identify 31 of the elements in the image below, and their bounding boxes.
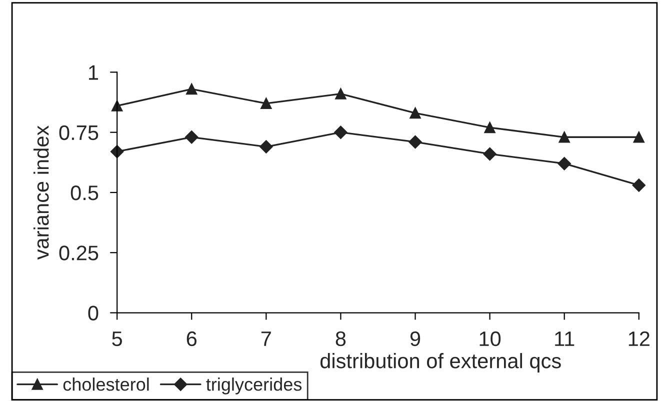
point (633, 132, 644, 143)
x-tick-label: 12 (628, 331, 650, 346)
legend-label: cholesterol (63, 378, 149, 391)
point (260, 98, 272, 110)
y-tick-label: 0.25 (59, 246, 98, 260)
point (334, 126, 348, 139)
point (483, 147, 496, 161)
point (484, 122, 496, 134)
y-tick-label: 0.5 (70, 185, 98, 200)
point (335, 88, 346, 100)
point (632, 178, 646, 192)
y-tick-label: 0 (88, 306, 98, 321)
x-axis-title: distribution of external qcs (320, 353, 561, 372)
x-tick-label: 11 (555, 332, 574, 346)
point (410, 108, 421, 119)
x-tick-label: 5 (112, 332, 122, 346)
point (558, 132, 570, 143)
y-tick-label: 1 (89, 65, 98, 80)
point (185, 130, 198, 144)
x-tick-label: 8 (336, 331, 346, 346)
y-axis-title: variance index (34, 126, 49, 260)
x-tick-label: 9 (410, 331, 420, 346)
x-tick-label: 6 (186, 331, 196, 346)
x-tick-label: 7 (261, 332, 271, 346)
x-tick-label: 10 (480, 331, 501, 346)
point (260, 140, 273, 154)
point (408, 135, 422, 149)
legend-label: triglycerides (206, 378, 302, 394)
point (558, 157, 571, 170)
point (186, 83, 198, 95)
y-tick-label: 0.75 (59, 125, 98, 140)
